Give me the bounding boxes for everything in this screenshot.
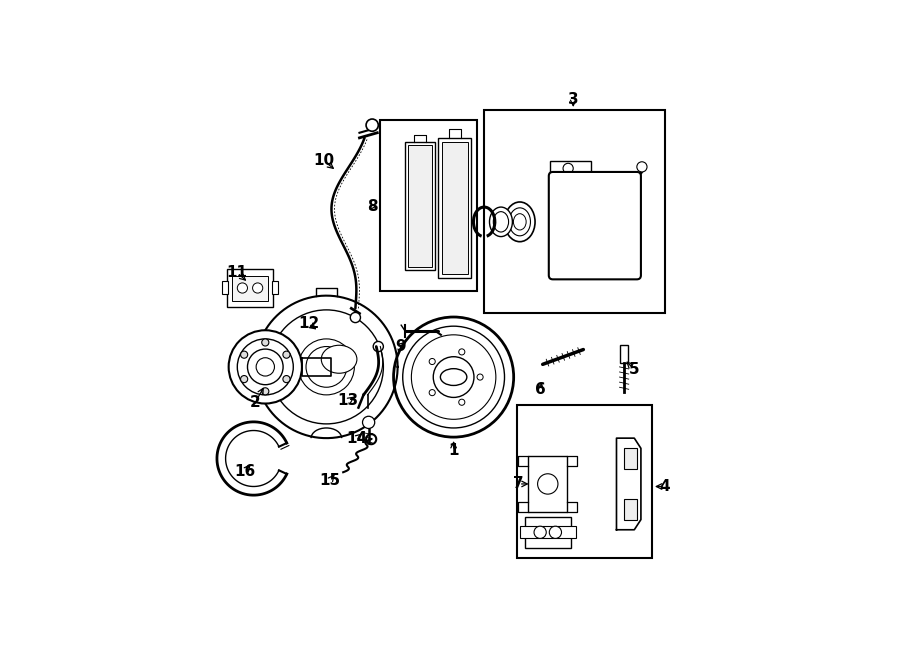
Ellipse shape bbox=[490, 207, 512, 237]
Circle shape bbox=[637, 162, 647, 172]
Circle shape bbox=[402, 326, 505, 428]
Ellipse shape bbox=[321, 345, 357, 373]
Text: 1: 1 bbox=[448, 444, 459, 458]
Circle shape bbox=[363, 416, 374, 428]
Bar bbox=[222, 282, 228, 294]
Ellipse shape bbox=[513, 214, 526, 230]
Circle shape bbox=[411, 335, 496, 419]
Circle shape bbox=[429, 389, 436, 396]
Text: 5: 5 bbox=[629, 362, 640, 377]
Text: 15: 15 bbox=[320, 473, 340, 488]
Text: 16: 16 bbox=[234, 464, 256, 479]
Circle shape bbox=[299, 339, 355, 395]
Circle shape bbox=[350, 313, 361, 323]
Circle shape bbox=[229, 330, 302, 403]
Circle shape bbox=[374, 342, 383, 352]
Bar bbox=[272, 282, 278, 294]
Circle shape bbox=[283, 375, 290, 383]
Circle shape bbox=[429, 358, 436, 365]
Circle shape bbox=[248, 349, 284, 385]
Ellipse shape bbox=[509, 208, 530, 236]
FancyBboxPatch shape bbox=[549, 172, 641, 280]
Text: 6: 6 bbox=[535, 382, 545, 397]
Bar bbox=[620, 345, 628, 364]
Circle shape bbox=[283, 351, 290, 358]
Circle shape bbox=[256, 358, 274, 376]
Text: 3: 3 bbox=[568, 92, 579, 107]
Bar bbox=[438, 138, 472, 278]
Text: 4: 4 bbox=[660, 479, 670, 494]
Polygon shape bbox=[255, 295, 398, 438]
Circle shape bbox=[568, 202, 609, 242]
Circle shape bbox=[433, 357, 474, 397]
Text: 13: 13 bbox=[338, 393, 359, 408]
Circle shape bbox=[534, 526, 546, 539]
Circle shape bbox=[559, 192, 618, 251]
Text: 14: 14 bbox=[346, 431, 367, 446]
Text: 11: 11 bbox=[227, 265, 248, 280]
Bar bbox=[518, 405, 652, 558]
Circle shape bbox=[253, 283, 263, 293]
Bar bbox=[520, 526, 576, 539]
Circle shape bbox=[238, 283, 248, 293]
Bar bbox=[405, 142, 435, 270]
Ellipse shape bbox=[440, 369, 467, 385]
Bar bbox=[525, 517, 571, 547]
Bar bbox=[484, 110, 665, 313]
Circle shape bbox=[262, 388, 269, 395]
Bar bbox=[528, 456, 567, 512]
Bar bbox=[624, 448, 637, 469]
Circle shape bbox=[262, 339, 269, 346]
Bar bbox=[380, 120, 476, 291]
Circle shape bbox=[577, 211, 599, 233]
Bar bbox=[550, 262, 591, 278]
Polygon shape bbox=[302, 358, 331, 376]
Circle shape bbox=[240, 375, 248, 383]
Bar bbox=[442, 141, 468, 274]
Ellipse shape bbox=[493, 212, 508, 232]
Circle shape bbox=[459, 399, 464, 405]
Bar bbox=[232, 276, 268, 301]
Circle shape bbox=[459, 349, 464, 355]
Text: 2: 2 bbox=[249, 395, 260, 410]
Bar bbox=[227, 269, 273, 307]
Circle shape bbox=[537, 474, 558, 494]
Circle shape bbox=[393, 317, 514, 437]
Circle shape bbox=[477, 374, 483, 380]
Circle shape bbox=[238, 339, 293, 395]
Circle shape bbox=[306, 346, 346, 387]
Ellipse shape bbox=[505, 202, 536, 242]
Polygon shape bbox=[616, 438, 641, 529]
Circle shape bbox=[269, 310, 383, 424]
Bar bbox=[409, 145, 432, 267]
Text: 9: 9 bbox=[395, 339, 406, 354]
Text: 10: 10 bbox=[313, 153, 335, 169]
Circle shape bbox=[563, 163, 573, 173]
Bar bbox=[624, 499, 637, 520]
Text: 7: 7 bbox=[514, 477, 524, 491]
Bar bbox=[550, 161, 591, 176]
Text: 8: 8 bbox=[367, 199, 377, 214]
Circle shape bbox=[366, 119, 378, 132]
Circle shape bbox=[240, 351, 248, 358]
Text: 12: 12 bbox=[298, 316, 320, 331]
Circle shape bbox=[549, 526, 562, 539]
